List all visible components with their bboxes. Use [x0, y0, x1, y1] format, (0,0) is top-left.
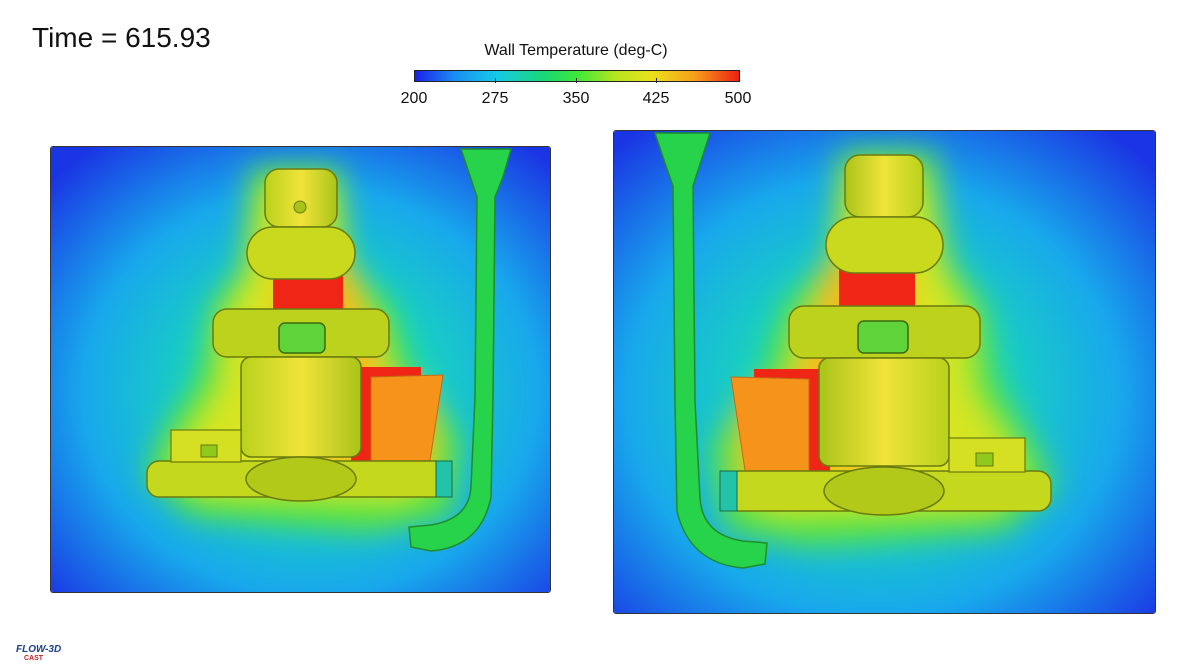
colorbar-tick-label: 425: [642, 90, 670, 107]
logo-main-text: FLOW-3D: [16, 644, 62, 655]
mold-view-right: [613, 130, 1156, 614]
time-label: Time = 615.93: [32, 22, 211, 53]
colorbar-tick: [495, 78, 496, 83]
flow3d-cast-logo: FLOW-3D CAST: [16, 644, 61, 663]
temperature-field-left: [51, 147, 550, 592]
logo-sub-text: CAST: [24, 655, 44, 662]
colorbar-tick-label: 200: [400, 90, 428, 107]
colorbar-tick-label: 350: [562, 90, 590, 107]
mold-view-left: [50, 146, 551, 593]
colorbar-title: Wall Temperature (deg-C): [484, 42, 668, 59]
colorbar-tick-label: 275: [481, 90, 509, 107]
temperature-field-right: [614, 131, 1155, 613]
colorbar: [414, 70, 740, 82]
colorbar-tick: [656, 78, 657, 83]
colorbar-tick-label: 500: [724, 90, 752, 107]
colorbar-tick: [576, 78, 577, 83]
